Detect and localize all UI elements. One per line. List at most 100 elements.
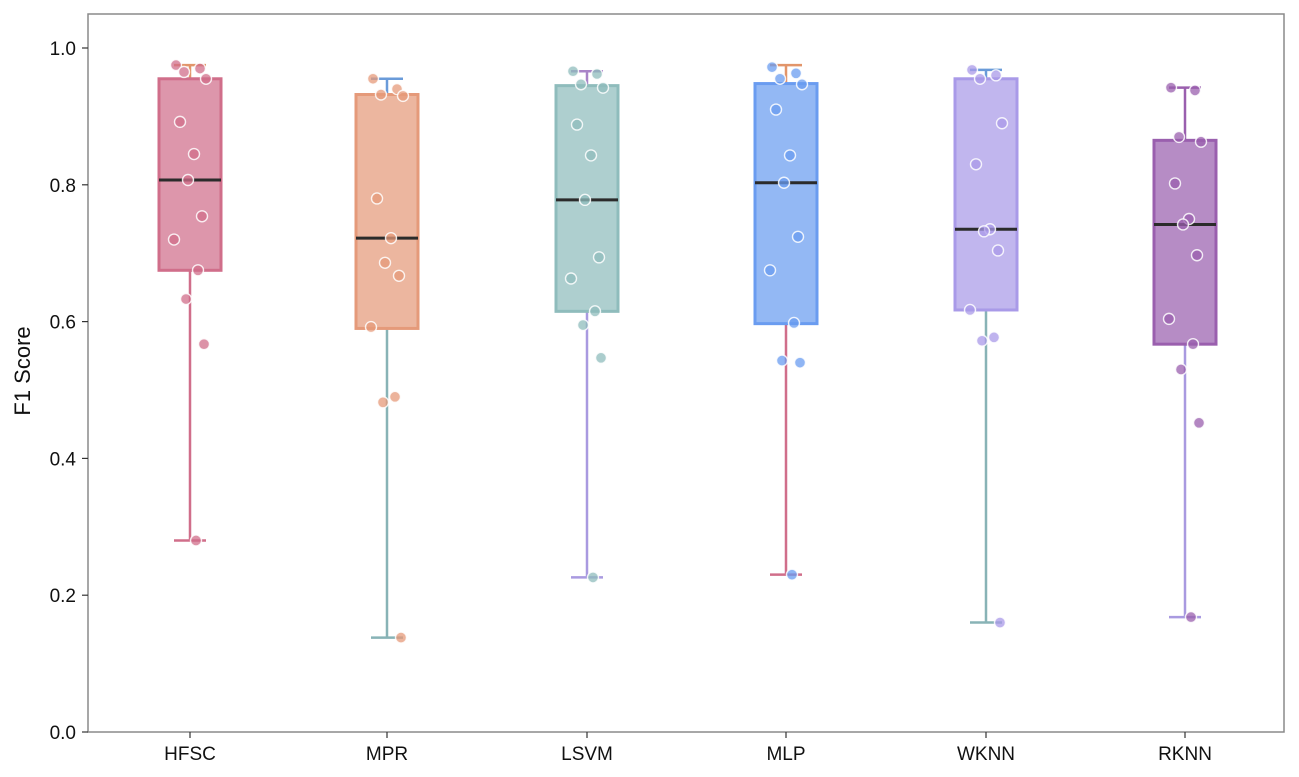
y-tick-label: 0.2 <box>50 586 76 607</box>
data-point-wknn <box>987 331 1001 344</box>
data-point-rknn <box>1168 177 1182 190</box>
points-layer <box>167 58 1208 644</box>
data-point-mpr <box>388 390 402 404</box>
data-point-mlp <box>777 176 791 189</box>
x-tick-label-wknn: WKNN <box>957 744 1015 765</box>
y-tick-label: 0.6 <box>50 313 76 334</box>
data-point-hfsc <box>179 292 193 306</box>
data-point-lsvm <box>576 318 590 332</box>
data-point-hfsc <box>193 62 207 75</box>
data-point-rknn <box>1176 218 1190 231</box>
data-point-wknn <box>995 117 1009 130</box>
y-axis: 0.0 0.2 0.4 0.6 0.8 1.0 <box>50 39 88 744</box>
data-point-mpr <box>396 89 410 103</box>
data-point-wknn <box>973 72 987 85</box>
data-point-wknn <box>975 334 989 347</box>
data-point-mlp <box>783 149 797 162</box>
data-point-mpr <box>374 88 388 101</box>
data-point-mlp <box>791 230 805 243</box>
data-point-rknn <box>1174 363 1188 376</box>
data-point-lsvm <box>594 351 608 365</box>
data-point-mpr <box>376 396 390 409</box>
data-point-hfsc <box>173 115 187 129</box>
data-point-wknn <box>989 69 1003 82</box>
data-point-mlp <box>795 78 809 91</box>
data-point-rknn <box>1164 81 1178 94</box>
y-tick-label: 1.0 <box>50 39 76 60</box>
data-point-hfsc <box>187 147 201 161</box>
data-point-rknn <box>1172 130 1186 144</box>
y-tick-label: 0.4 <box>50 449 77 470</box>
y-tick-label: 0.0 <box>50 723 76 744</box>
data-point-hfsc <box>189 534 203 547</box>
data-point-hfsc <box>197 337 211 351</box>
y-axis-title: F1 Score <box>10 326 35 415</box>
x-tick-label-rknn: RKNN <box>1158 744 1212 765</box>
data-point-lsvm <box>586 571 600 584</box>
data-point-hfsc <box>177 65 191 79</box>
data-point-mlp <box>765 60 779 74</box>
data-point-mlp <box>775 354 789 367</box>
data-point-wknn <box>965 63 979 77</box>
data-point-hfsc <box>167 233 181 246</box>
data-point-mlp <box>789 67 803 80</box>
y-tick-label: 0.8 <box>50 176 76 197</box>
data-point-mlp <box>773 72 787 85</box>
data-point-mpr <box>364 320 378 334</box>
data-point-lsvm <box>574 78 588 91</box>
data-point-rknn <box>1192 416 1206 430</box>
data-point-lsvm <box>570 118 584 131</box>
data-point-rknn <box>1162 312 1176 326</box>
data-point-hfsc <box>191 264 205 277</box>
data-point-mpr <box>384 231 398 245</box>
box-mpr <box>354 93 420 330</box>
data-point-lsvm <box>564 272 578 285</box>
data-point-mlp <box>769 103 783 116</box>
data-point-lsvm <box>578 193 592 207</box>
data-point-rknn <box>1190 249 1204 262</box>
box-mlp <box>753 82 819 326</box>
data-point-wknn <box>963 303 977 317</box>
x-tick-label-lsvm: LSVM <box>561 744 613 765</box>
data-point-mpr <box>370 192 384 205</box>
box-group-lsvm <box>554 70 620 579</box>
data-point-lsvm <box>588 305 602 318</box>
data-point-hfsc <box>169 58 183 72</box>
x-tick-label-hfsc: HFSC <box>164 744 216 765</box>
box-group-wknn <box>953 68 1019 624</box>
box-group-mpr <box>354 77 420 639</box>
box-group-mlp <box>753 63 819 576</box>
x-axis: HFSC MPR LSVM MLP WKNN RKNN <box>164 732 1212 765</box>
x-tick-label-mlp: MLP <box>766 744 805 765</box>
data-point-hfsc <box>181 173 195 187</box>
data-point-lsvm <box>590 67 604 81</box>
data-point-lsvm <box>592 251 606 264</box>
data-point-lsvm <box>584 149 598 162</box>
data-point-hfsc <box>195 210 209 223</box>
box-group-rknn <box>1152 86 1218 619</box>
data-point-wknn <box>991 244 1005 257</box>
data-point-wknn <box>977 225 991 238</box>
data-point-rknn <box>1194 135 1208 148</box>
box-wknn <box>953 77 1019 312</box>
x-tick-label-mpr: MPR <box>366 744 408 765</box>
data-point-mlp <box>785 568 799 581</box>
data-point-mpr <box>392 269 406 282</box>
data-point-mpr <box>378 256 392 269</box>
data-point-mlp <box>763 264 777 277</box>
data-point-rknn <box>1186 337 1200 351</box>
data-point-rknn <box>1184 610 1198 624</box>
data-point-mpr <box>366 72 380 85</box>
data-point-wknn <box>969 158 983 171</box>
data-point-mpr <box>394 631 408 644</box>
data-point-mlp <box>793 356 807 369</box>
data-point-wknn <box>993 616 1007 629</box>
data-point-hfsc <box>199 72 213 85</box>
data-point-rknn <box>1188 84 1202 97</box>
plot-frame <box>87 13 1285 733</box>
boxes-layer <box>157 63 1218 639</box>
data-point-lsvm <box>596 81 610 94</box>
data-point-lsvm <box>566 65 580 78</box>
